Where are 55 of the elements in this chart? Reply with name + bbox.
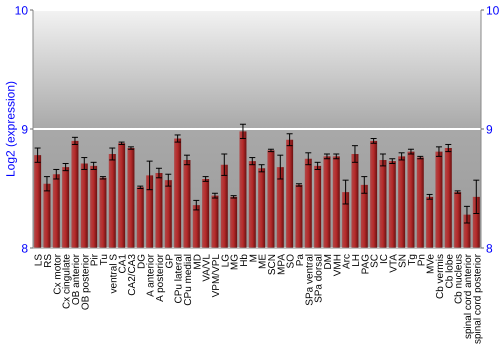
x-tick-label: CPu lateral — [174, 254, 185, 304]
x-tick-label: SPa dorsal — [314, 254, 325, 303]
y2-tick-label: 9 — [486, 122, 493, 136]
x-tick-label: MPA — [276, 254, 288, 275]
x-tick-label: SCN — [267, 254, 278, 276]
x-tick-label: Cb vermis — [435, 254, 446, 300]
x-tick-label: MG — [230, 254, 241, 270]
x-tick-label: MVe — [426, 254, 437, 274]
y-tick-label: 10 — [14, 3, 28, 18]
x-tick-label: Hb — [239, 254, 250, 267]
x-tick-label: Arc — [342, 254, 353, 269]
x-tick-label: Cb nucleus — [454, 254, 465, 304]
x-tick-label: DM — [323, 254, 334, 270]
x-tick-label: CPu medial — [183, 254, 194, 306]
y2-tick-label: 8 — [486, 241, 493, 256]
x-tick-label: ventral S — [108, 254, 120, 294]
x-tick-label: Pn — [416, 254, 428, 266]
x-tick-label: OB posterior — [80, 253, 92, 310]
x-tick-label: spinal cord posterior — [472, 253, 484, 344]
x-tick-label: SPa ventral — [304, 254, 316, 306]
x-tick-label: Pir — [90, 253, 101, 266]
x-tick-label: PAG — [360, 254, 372, 274]
x-tick-label: VMH — [332, 254, 344, 276]
y-axis-title: Log2 (expression) — [3, 80, 18, 178]
x-tick-label: SN — [398, 254, 409, 268]
x-tick-label: VTA — [388, 254, 400, 273]
y-tick-label: 8 — [21, 241, 28, 256]
x-tick-label: RS — [43, 254, 54, 268]
x-tick-label: Cx cingulate — [62, 254, 73, 310]
x-tick-label: Tu — [99, 254, 110, 266]
x-tick-label: A anterior — [146, 253, 157, 297]
x-tick-label: CA2/CA3 — [127, 254, 138, 296]
x-tick-label: LH — [351, 254, 362, 267]
x-tick-label: A posterior — [155, 253, 166, 302]
x-tick-label: LG — [220, 254, 232, 268]
x-tick-label: ME — [258, 254, 269, 269]
x-tick-label: Cb lobe — [444, 254, 456, 288]
x-tick-label: Tg — [407, 254, 418, 266]
y-tick-label: 9 — [21, 122, 28, 136]
x-tick-label: LS — [34, 254, 45, 266]
x-tick-label: IC — [379, 254, 390, 264]
x-tick-label: SC — [370, 254, 381, 268]
x-tick-label: MD — [192, 254, 204, 270]
y2-tick-label: 10 — [486, 3, 500, 18]
x-tick-label: spinal cord anterior — [463, 253, 474, 340]
x-tick-label: Cx motor — [52, 253, 64, 295]
x-tick-label: CA1 — [118, 254, 129, 274]
x-tick-label: M — [248, 254, 260, 262]
x-tick-label: VPM/VPL — [211, 254, 222, 298]
x-tick-label: DG — [136, 254, 148, 269]
x-tick-label: OB anterior — [71, 253, 82, 306]
x-tick-label: Pa — [295, 254, 306, 266]
x-tick-label: VA/VL — [202, 254, 213, 282]
x-tick-label: SO — [286, 254, 297, 268]
x-tick-label: GP — [164, 254, 176, 268]
